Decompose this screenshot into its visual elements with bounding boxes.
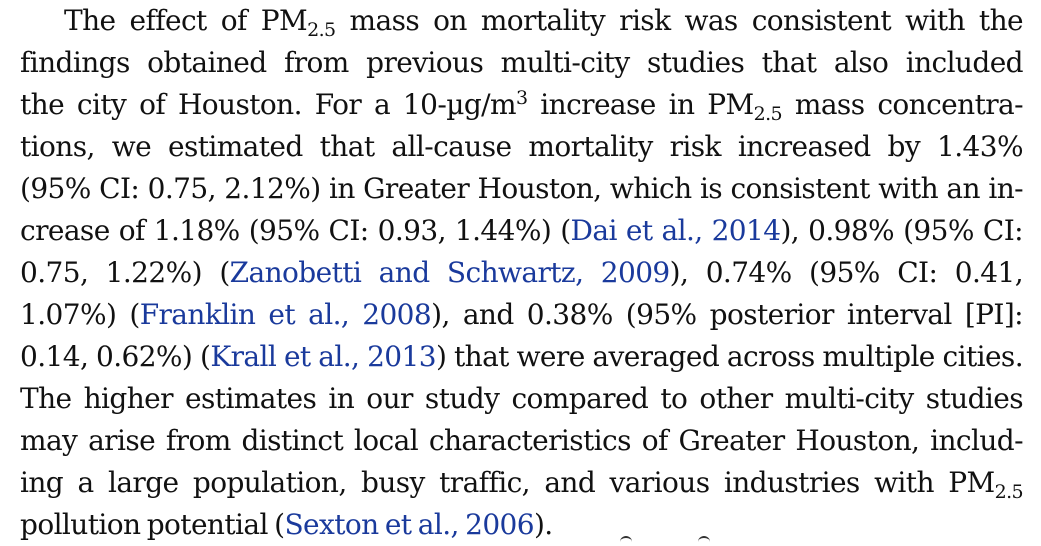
text-run: (95% CI: 0.75, 2.12%) in Greater Houston… (20, 172, 1024, 205)
subscript: 2.5 (307, 19, 336, 41)
clipped-next-line-fragment (620, 536, 740, 546)
citation-link[interactable]: Krall et al., 2013 (210, 340, 436, 373)
text-line: The higher estimates in our study compar… (20, 378, 1024, 420)
text-run: ing a large population, busy traffic, an… (20, 466, 995, 499)
subscript: 2.5 (994, 481, 1024, 503)
text-line: pollution potential (Sexton et al., 2006… (20, 504, 1023, 546)
text-run: ), 0.98% (95% CI: (780, 214, 1023, 247)
text-run: may arise from distinct local characteri… (20, 424, 1024, 457)
text-run: ). (533, 508, 553, 541)
text-run: crease of 1.18% (95% CI: 0.93, 1.44%) ( (20, 214, 571, 247)
text-line: the city of Houston. For a 10-µg/m3 incr… (20, 84, 1024, 126)
text-run: increase in PM (527, 88, 754, 121)
text-run: ), and 0.38% (95% posterior interval [PI… (431, 298, 1023, 331)
citation-link[interactable]: Zanobetti and Schwartz, 2009 (229, 256, 671, 289)
text-line: 0.75, 1.22%) (Zanobetti and Schwartz, 20… (20, 252, 1024, 294)
text-run: 0.14, 0.62%) ( (20, 340, 211, 373)
text-line: 0.14, 0.62%) (Krall et al., 2013) that w… (20, 336, 1024, 378)
text-run: The effect of PM (64, 4, 308, 37)
text-line: tions, we estimated that all-cause morta… (20, 126, 1024, 168)
text-run: 1.07%) ( (20, 298, 140, 331)
text-line: ing a large population, busy traffic, an… (20, 462, 1024, 504)
citation-link[interactable]: Sexton et al., 2006 (284, 508, 534, 541)
body-paragraph: The effect of PM2.5 mass on mortality ri… (20, 0, 1024, 546)
citation-link[interactable]: Franklin et al., 2008 (139, 298, 432, 331)
text-run: The higher estimates in our study compar… (20, 382, 1024, 415)
text-run: findings obtained from previous multi-ci… (20, 46, 1024, 79)
text-line: The effect of PM2.5 mass on mortality ri… (20, 0, 1024, 42)
text-run: mass on mortality risk was consistent wi… (335, 4, 1024, 37)
text-run: tions, we estimated that all-cause morta… (20, 130, 1024, 163)
text-run: the city of Houston. For a 10-µg/m (20, 88, 517, 121)
text-line: crease of 1.18% (95% CI: 0.93, 1.44%) (D… (20, 210, 1024, 252)
text-line: 1.07%) (Franklin et al., 2008), and 0.38… (20, 294, 1024, 336)
text-line: (95% CI: 0.75, 2.12%) in Greater Houston… (20, 168, 1024, 210)
superscript: 3 (515, 87, 528, 109)
subscript: 2.5 (753, 103, 783, 125)
text-run: 0.75, 1.22%) ( (20, 256, 230, 289)
citation-link[interactable]: Dai et al., 2014 (570, 214, 782, 247)
text-run: pollution potential ( (20, 508, 285, 541)
text-run: ) that were averaged across multiple cit… (435, 340, 1024, 373)
text-run: ), 0.74% (95% CI: 0.41, (669, 256, 1024, 289)
text-line: findings obtained from previous multi-ci… (20, 42, 1024, 84)
text-line: may arise from distinct local characteri… (20, 420, 1024, 462)
text-run: mass concentra- (782, 88, 1024, 121)
